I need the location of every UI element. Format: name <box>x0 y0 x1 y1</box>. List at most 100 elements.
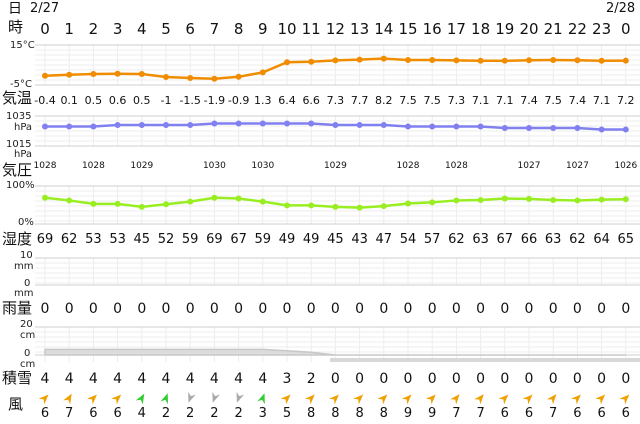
wind-speed-value: 2 <box>234 406 243 421</box>
snow-value: 4 <box>137 371 147 387</box>
rain-value: 0 <box>524 301 534 317</box>
rain-value: 0 <box>451 301 461 317</box>
temperature-point <box>42 72 48 79</box>
snow-axis-top-unit: cm <box>20 330 36 341</box>
rain-value: 0 <box>282 301 292 317</box>
rain-axis-bottom: 0 <box>24 278 31 289</box>
wind-speed-value: 6 <box>40 406 50 421</box>
snow-value: 0 <box>500 371 510 387</box>
temp-value: 7.7 <box>350 94 369 107</box>
wind-direction-icon <box>280 394 291 405</box>
humidity-value: 63 <box>472 232 489 247</box>
pressure-point <box>598 126 605 133</box>
snow-value: 4 <box>113 371 123 387</box>
snow-value: 4 <box>161 371 171 387</box>
temp-value: -0.9 <box>227 94 250 107</box>
humidity-point <box>598 196 605 203</box>
temperature-point <box>356 56 363 63</box>
wind-direction-icon <box>522 394 533 405</box>
wind-direction-icon <box>474 394 484 405</box>
hour-label: 時 <box>8 18 24 36</box>
wind-speed-value: 6 <box>500 406 509 421</box>
humidity-point <box>211 194 218 201</box>
wind-direction-icon <box>111 394 122 405</box>
temperature-point <box>501 57 508 64</box>
wind-speed-value: 6 <box>524 406 534 421</box>
hour-cell: 21 <box>543 20 563 38</box>
humidity-value: 59 <box>181 232 199 247</box>
wind-speed-value: 6 <box>113 406 122 421</box>
date-end: 2/28 <box>606 1 636 16</box>
snow-value: 0 <box>451 371 461 387</box>
snow-value: 4 <box>40 371 50 387</box>
wind-speed-value: 6 <box>621 406 630 421</box>
wind-speed-value: 3 <box>258 406 267 421</box>
snow-value: 0 <box>524 371 534 387</box>
wind-speed-value: 7 <box>65 406 74 421</box>
temp-value: 6.4 <box>278 94 296 107</box>
rain-value: 0 <box>330 301 340 317</box>
temp-value: -1.5 <box>179 94 201 107</box>
pressure-point <box>356 122 363 128</box>
wind-direction-icon <box>595 394 606 405</box>
rain-value: 0 <box>40 301 50 317</box>
temperature-point <box>574 57 581 64</box>
wind-speed-value: 8 <box>307 406 316 421</box>
snow-value: 4 <box>234 371 244 387</box>
wind-direction-icon <box>619 394 630 405</box>
snow-value: 0 <box>355 371 365 387</box>
snow-value: 0 <box>476 371 486 387</box>
wind-speed-value: 8 <box>331 406 340 421</box>
temperature-point <box>453 57 460 64</box>
snow-axis-bottom-unit: cm <box>20 359 36 370</box>
temp-label: 気温 <box>2 89 33 107</box>
rain-value: 0 <box>427 301 437 317</box>
temperature-point <box>622 57 629 64</box>
humidity-value: 62 <box>60 232 78 247</box>
temp-value: 7.1 <box>592 94 611 107</box>
wind-direction-icon <box>257 393 265 405</box>
temp-axis-top: 15°C <box>10 40 35 51</box>
pressure-axis-top: 1035 <box>6 111 32 122</box>
humidity-value: 54 <box>399 232 417 247</box>
humidity-value: 59 <box>254 232 272 247</box>
wind-direction-icon <box>425 394 436 405</box>
snow-value: 4 <box>258 371 268 387</box>
humidity-label: 湿度 <box>2 230 33 248</box>
humidity-value: 62 <box>569 232 586 247</box>
humidity-point <box>235 195 242 202</box>
wind-direction-icon <box>304 394 315 405</box>
wind-direction-icon <box>377 394 388 405</box>
wind-direction-icon <box>450 394 460 405</box>
snow-value: 4 <box>88 371 98 387</box>
pressure-axis-bottom-unit: hPa <box>14 149 33 160</box>
snow-value: 0 <box>379 371 389 387</box>
snow-axis-bottom: 0 <box>24 348 31 359</box>
rain-value: 0 <box>185 301 195 317</box>
temperature-point <box>550 57 557 63</box>
wind-speed-value: 2 <box>161 406 171 421</box>
snow-value: 0 <box>330 371 340 387</box>
pressure-point <box>477 123 484 130</box>
humidity-value: 45 <box>133 232 151 247</box>
snow-value: 2 <box>306 371 316 387</box>
hour-cell: 0 <box>621 20 631 38</box>
hour-cell: 9 <box>258 20 268 38</box>
humidity-point <box>550 197 557 204</box>
hour-cell: 20 <box>519 20 539 38</box>
wind-speed-value: 2 <box>210 406 219 421</box>
humidity-point <box>453 197 460 204</box>
pressure-value: 1030 <box>202 161 226 171</box>
wind-speed-value: 5 <box>282 406 292 421</box>
humidity-point <box>332 203 339 210</box>
temperature-point <box>284 59 290 66</box>
rain-value: 0 <box>621 301 631 317</box>
pressure-value: 1029 <box>130 161 154 171</box>
rain-value: 0 <box>88 301 98 317</box>
humidity-point <box>356 204 363 211</box>
rain-label: 雨量 <box>2 299 33 317</box>
rain-value: 0 <box>500 301 510 317</box>
pressure-point <box>429 123 436 130</box>
temp-value: 7.4 <box>520 94 538 107</box>
humidity-point <box>429 199 436 206</box>
